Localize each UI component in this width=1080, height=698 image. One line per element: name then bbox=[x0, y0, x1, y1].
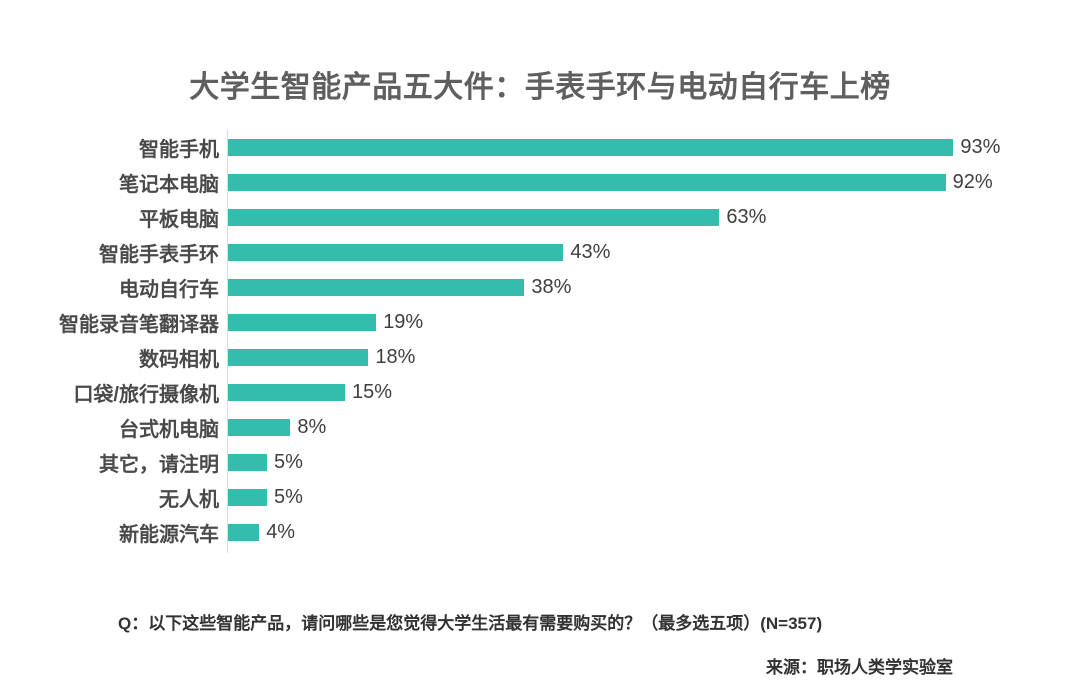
bar-row: 新能源汽车 4% bbox=[0, 515, 1080, 550]
bar bbox=[228, 489, 267, 506]
value-label: 4% bbox=[266, 521, 296, 543]
bar-row: 其它，请注明 5% bbox=[0, 445, 1080, 480]
bar bbox=[228, 209, 720, 226]
bar bbox=[228, 454, 267, 471]
bar bbox=[228, 349, 369, 366]
bar-chart: 智能手机 93% 笔记本电脑 92% 平板电脑 63% 智能手表手环 43% 电动自行车 38% 智… bbox=[0, 130, 1080, 550]
bar-row: 智能手表手环 43% bbox=[0, 235, 1080, 270]
value-label: 5% bbox=[274, 451, 303, 473]
value-label: 38% bbox=[531, 276, 572, 298]
y-axis-line bbox=[227, 130, 228, 553]
bar-row: 平板电脑 63% bbox=[0, 200, 1080, 235]
bar-row: 台式机电脑 8% bbox=[0, 410, 1080, 445]
value-label: 18% bbox=[375, 346, 416, 368]
bar-row: 智能手机 93% bbox=[0, 130, 1080, 165]
category-label: 新能源汽车 bbox=[119, 524, 219, 546]
bar-row: 数码相机 18% bbox=[0, 340, 1080, 375]
value-label: 15% bbox=[352, 381, 393, 403]
value-label: 43% bbox=[570, 241, 611, 263]
bar-row: 笔记本电脑 92% bbox=[0, 165, 1080, 200]
value-label: 92% bbox=[952, 171, 993, 193]
value-label: 63% bbox=[726, 206, 767, 228]
category-label: 智能手机 bbox=[139, 139, 219, 161]
question-note: Q：以下这些智能产品，请问哪些是您觉得大学生活最有需要购买的？（最多选五项）(N… bbox=[118, 614, 823, 633]
category-label: 数码相机 bbox=[139, 349, 219, 371]
category-label: 笔记本电脑 bbox=[119, 174, 219, 196]
category-label: 台式机电脑 bbox=[119, 419, 219, 441]
source-note: 来源：职场人类学实验室 bbox=[766, 658, 953, 677]
bar-row: 智能录音笔翻译器 19% bbox=[0, 305, 1080, 340]
bar bbox=[228, 139, 954, 156]
value-label: 93% bbox=[960, 136, 1001, 158]
category-label: 电动自行车 bbox=[119, 279, 219, 301]
bar bbox=[228, 279, 525, 296]
category-label: 无人机 bbox=[159, 489, 219, 511]
value-label: 19% bbox=[383, 311, 424, 333]
category-label: 智能录音笔翻译器 bbox=[59, 314, 219, 336]
category-label: 平板电脑 bbox=[139, 209, 219, 231]
bar bbox=[228, 384, 345, 401]
bar-row: 电动自行车 38% bbox=[0, 270, 1080, 305]
bar bbox=[228, 174, 946, 191]
bar-row: 无人机 5% bbox=[0, 480, 1080, 515]
bar bbox=[228, 244, 564, 261]
value-label: 5% bbox=[274, 486, 303, 508]
value-label: 8% bbox=[297, 416, 327, 438]
bar bbox=[228, 419, 291, 436]
bar bbox=[228, 314, 377, 331]
category-label: 其它，请注明 bbox=[99, 454, 219, 476]
category-label: 口袋/旅行摄像机 bbox=[73, 384, 219, 406]
category-label: 智能手表手环 bbox=[99, 244, 219, 266]
bar bbox=[228, 524, 260, 541]
bar-row: 口袋/旅行摄像机 15% bbox=[0, 375, 1080, 410]
chart-title: 大学生智能产品五大件：手表手环与电动自行车上榜 bbox=[189, 71, 891, 104]
